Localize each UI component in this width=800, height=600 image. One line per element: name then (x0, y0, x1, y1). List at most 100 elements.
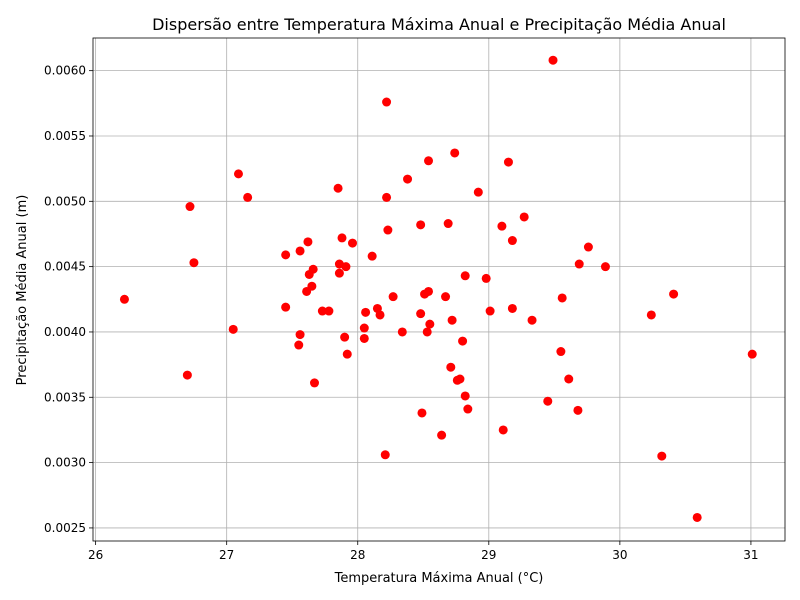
data-point (361, 307, 371, 317)
data-point (341, 262, 351, 272)
y-tick-label: 0.0030 (44, 456, 86, 470)
data-point (481, 273, 491, 283)
data-point (333, 183, 343, 193)
data-point (294, 340, 304, 350)
data-point (424, 156, 434, 166)
data-point (657, 451, 667, 461)
y-tick-label: 0.0050 (44, 194, 86, 208)
data-point (437, 430, 447, 440)
data-point (692, 512, 702, 522)
data-point (556, 347, 566, 357)
data-point (527, 315, 537, 325)
data-point (281, 250, 291, 260)
y-axis-title: Precipitação Média Anual (m) (15, 195, 30, 386)
data-point (669, 289, 679, 299)
data-point (583, 242, 593, 252)
data-point (548, 55, 558, 65)
data-point (473, 187, 483, 197)
data-point (503, 157, 513, 167)
plot-area-frame (92, 37, 786, 542)
data-point (383, 225, 393, 235)
data-point (443, 219, 453, 229)
data-point (334, 268, 344, 278)
data-point (497, 221, 507, 231)
data-point (307, 281, 317, 291)
data-point (337, 233, 347, 243)
data-point (367, 251, 377, 261)
data-point (189, 258, 199, 268)
data-point (324, 306, 334, 316)
x-tick-label: 27 (219, 548, 234, 562)
data-point (382, 97, 392, 107)
data-point (340, 332, 350, 342)
data-point (507, 303, 517, 313)
x-axis-title: Temperatura Máxima Anual (°C) (334, 571, 544, 586)
data-point (375, 310, 385, 320)
data-point (308, 264, 318, 274)
data-point (397, 327, 407, 337)
data-point (416, 309, 426, 319)
data-point (295, 330, 305, 340)
data-point (460, 271, 470, 281)
x-axis-ticks: 26 27 28 29 30 31 (88, 541, 759, 562)
data-point (646, 310, 656, 320)
data-points (119, 55, 757, 522)
data-point (574, 259, 584, 269)
data-point (342, 349, 352, 359)
data-point (460, 391, 470, 401)
data-point (455, 374, 465, 384)
data-point (747, 349, 757, 359)
data-point (507, 236, 517, 246)
data-point (463, 404, 473, 414)
data-point (498, 425, 508, 435)
data-point (119, 294, 129, 304)
data-point (600, 262, 610, 272)
data-point (441, 292, 451, 302)
data-point (416, 220, 426, 230)
y-tick-label: 0.0025 (44, 521, 86, 535)
data-point (359, 323, 369, 333)
data-point (317, 306, 327, 316)
data-point (417, 408, 427, 418)
data-point (185, 202, 195, 212)
data-point (309, 378, 319, 388)
data-point (303, 237, 313, 247)
data-point (403, 174, 413, 184)
data-point (380, 450, 390, 460)
data-point (348, 238, 357, 248)
data-point (485, 306, 495, 316)
y-tick-label: 0.0060 (44, 64, 86, 78)
data-point (543, 396, 553, 406)
data-point (233, 169, 243, 179)
data-point (388, 292, 398, 302)
data-point (557, 293, 567, 303)
data-point (450, 148, 460, 158)
y-tick-label: 0.0055 (44, 129, 86, 143)
y-tick-label: 0.0045 (44, 260, 86, 274)
data-point (425, 319, 435, 329)
x-tick-label: 28 (350, 548, 365, 562)
x-tick-label: 26 (88, 548, 103, 562)
x-tick-label: 30 (612, 548, 627, 562)
data-point (243, 192, 253, 202)
data-point (281, 302, 291, 312)
x-tick-label: 31 (743, 548, 758, 562)
data-point (447, 315, 457, 325)
data-point (564, 374, 574, 384)
data-point (422, 327, 432, 337)
chart-title: Dispersão entre Temperatura Máxima Anual… (152, 15, 726, 34)
data-point (446, 362, 456, 372)
data-point (573, 405, 583, 415)
y-tick-label: 0.0035 (44, 390, 86, 404)
data-point (182, 370, 192, 380)
grid (93, 38, 785, 541)
data-point (228, 324, 238, 334)
data-point (382, 192, 392, 202)
y-axis-ticks: 0.0025 0.0030 0.0035 0.0040 0.0045 0.0050 0.00… (44, 64, 93, 535)
data-point (458, 336, 468, 346)
y-tick-label: 0.0040 (44, 325, 86, 339)
data-point (519, 212, 529, 222)
data-point (359, 333, 369, 343)
